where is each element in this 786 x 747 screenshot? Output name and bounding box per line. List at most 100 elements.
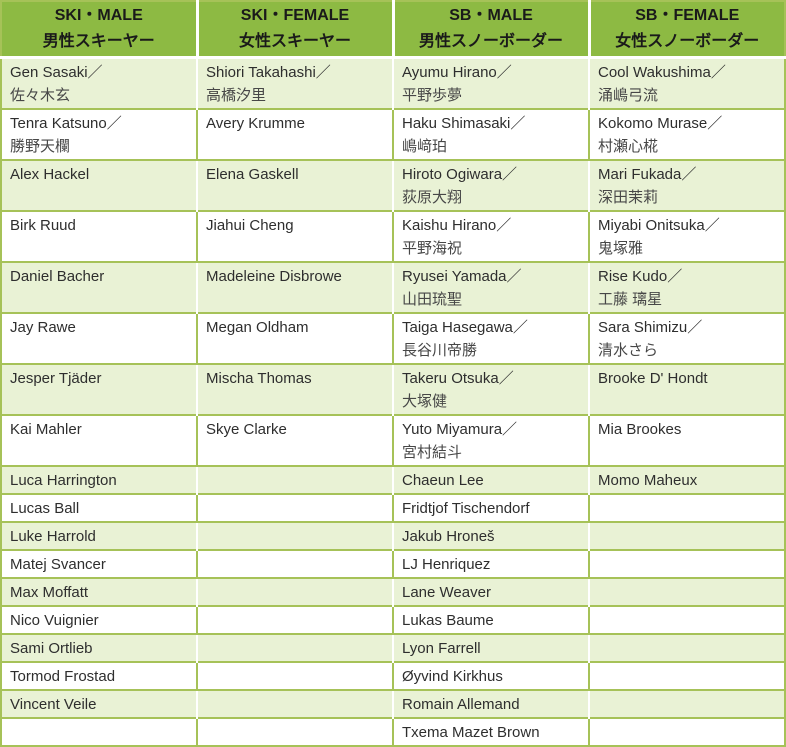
athlete-cell: Momo Maheux [588, 465, 785, 494]
athlete-cell: Kai Mahler [1, 414, 197, 466]
athlete-cell: Tenra Katsuno／ 勝野天欄 [1, 108, 197, 160]
athlete-cell: Jesper Tjäder [1, 363, 197, 415]
athlete-cell [196, 717, 393, 746]
athlete-cell: Jay Rawe [1, 312, 197, 364]
athlete-name-ja: 鬼塚雅 [598, 240, 644, 257]
athlete-name-en: Kai Mahler [10, 421, 82, 438]
athlete-name-ja: 清水さら [598, 342, 659, 359]
athlete-cell: Birk Ruud [1, 210, 197, 262]
athlete-name-en: Daniel Bacher [10, 268, 105, 285]
athlete-name-en: Shiori Takahashi／ [206, 64, 331, 81]
athlete-name-ja: 平野歩夢 [402, 87, 463, 104]
athlete-cell: Lucas Ball [1, 493, 197, 522]
athlete-name-en: Tormod Frostad [10, 668, 116, 685]
athlete-name-ja: 村瀬心椛 [598, 138, 659, 155]
athlete-name-ja: 嶋﨑珀 [402, 138, 448, 155]
athlete-cell: Jiahui Cheng [196, 210, 393, 262]
table-row: Kai Mahler Skye Clarke Yuto Miyamura／ 宮村結斗 M… [1, 414, 785, 466]
athlete-name-en: Miyabi Onitsuka／ [598, 217, 720, 234]
athlete-cell: Ryusei Yamada／ 山田琉聖 [392, 261, 589, 313]
athlete-cell [196, 605, 393, 634]
athlete-cell: Gen Sasaki／ 佐々木玄 [1, 56, 197, 109]
athlete-name-en: Hiroto Ogiwara／ [402, 166, 518, 183]
athlete-cell: Tormod Frostad [1, 661, 197, 690]
athlete-name-en: Lyon Farrell [402, 640, 481, 657]
athlete-name-ja: 宮村結斗 [402, 444, 463, 461]
athlete-cell: Hiroto Ogiwara／ 荻原大翔 [392, 159, 589, 211]
athlete-cell [196, 689, 393, 718]
athlete-name-en: Kaishu Hirano／ [402, 217, 512, 234]
table-row: Tormod Frostad Øyvind Kirkhus [1, 661, 785, 690]
athlete-cell: Max Moffatt [1, 577, 197, 606]
athlete-cell: Takeru Otsuka／ 大塚健 [392, 363, 589, 415]
athlete-name-en: Alex Hackel [10, 166, 90, 183]
athlete-cell: Luke Harrold [1, 521, 197, 550]
athlete-name-en: Kokomo Murase／ [598, 115, 723, 132]
athlete-cell: Ayumu Hirano／ 平野歩夢 [392, 56, 589, 109]
athlete-cell: Fridtjof Tischendorf [392, 493, 589, 522]
header-ja: 男性スキーヤー [42, 33, 155, 50]
athlete-name-ja: 高橋汐里 [206, 87, 267, 104]
athlete-cell: Matej Svancer [1, 549, 197, 578]
athlete-cell [588, 521, 785, 550]
athlete-cell: Vincent Veile [1, 689, 197, 718]
table-header: SKI・MALE 男性スキーヤー SKI・FEMALE 女性スキーヤー SB・M… [1, 1, 785, 59]
header-en: SB・FEMALE [635, 7, 740, 24]
athlete-name-en: Jiahui Cheng [206, 217, 294, 234]
athlete-name-en: Gen Sasaki／ [10, 64, 103, 81]
athlete-name-en: Avery Krumme [206, 115, 305, 132]
athlete-name-ja: 山田琉聖 [402, 291, 463, 308]
athlete-name-en: Tenra Katsuno／ [10, 115, 122, 132]
athlete-cell: Romain Allemand [392, 689, 589, 718]
athlete-name-en: Momo Maheux [598, 472, 698, 489]
athlete-cell: Lyon Farrell [392, 633, 589, 662]
athlete-cell: Rise Kudo／ 工藤 璃星 [588, 261, 785, 313]
athlete-cell [196, 465, 393, 494]
athlete-cell [588, 717, 785, 746]
athlete-cell: Lukas Baume [392, 605, 589, 634]
table-row: Jesper Tjäder Mischa Thomas Takeru Otsuka／… [1, 363, 785, 415]
athlete-name-ja: 荻原大翔 [402, 189, 463, 206]
athlete-cell: Chaeun Lee [392, 465, 589, 494]
athlete-cell: Miyabi Onitsuka／ 鬼塚雅 [588, 210, 785, 262]
athlete-name-en: Nico Vuignier [10, 612, 99, 629]
athlete-name-en: Ryusei Yamada／ [402, 268, 522, 285]
table-row: Tenra Katsuno／ 勝野天欄 Avery Krumme Haku Shima… [1, 108, 785, 160]
athlete-cell: Daniel Bacher [1, 261, 197, 313]
athlete-name-ja: 工藤 璃星 [598, 291, 663, 308]
athlete-cell: Haku Shimasaki／ 嶋﨑珀 [392, 108, 589, 160]
athlete-cell: Luca Harrington [1, 465, 197, 494]
athlete-name-ja: 涌嶋弓流 [598, 87, 659, 104]
athlete-cell: LJ Henriquez [392, 549, 589, 578]
table-row: Daniel Bacher Madeleine Disbrowe Ryusei Ya… [1, 261, 785, 313]
athlete-name-en: Jesper Tjäder [10, 370, 102, 387]
athlete-name-en: Fridtjof Tischendorf [402, 500, 530, 517]
athlete-name-en: Sami Ortlieb [10, 640, 93, 657]
athlete-cell: Megan Oldham [196, 312, 393, 364]
athlete-cell: Mischa Thomas [196, 363, 393, 415]
table-row: Luke Harrold Jakub Hroneš [1, 521, 785, 550]
athlete-cell: Taiga Hasegawa／ 長谷川帝勝 [392, 312, 589, 364]
athlete-cell: Mari Fukada／ 深田茉莉 [588, 159, 785, 211]
athlete-name-en: LJ Henriquez [402, 556, 491, 573]
athlete-cell [196, 633, 393, 662]
athlete-name-ja: 佐々木玄 [10, 87, 71, 104]
table-row: Matej Svancer LJ Henriquez [1, 549, 785, 578]
athlete-name-en: Chaeun Lee [402, 472, 484, 489]
athlete-name-en: Brooke D' Hondt [598, 370, 708, 387]
athlete-cell: Kaishu Hirano／ 平野海祝 [392, 210, 589, 262]
athlete-name-en: Mari Fukada／ [598, 166, 697, 183]
athlete-name-en: Jakub Hroneš [402, 528, 495, 545]
athlete-cell [588, 661, 785, 690]
athlete-name-en: Lukas Baume [402, 612, 494, 629]
athlete-cell: Avery Krumme [196, 108, 393, 160]
athlete-cell [196, 493, 393, 522]
athlete-name-en: Lane Weaver [402, 584, 491, 601]
athlete-name-en: Yuto Miyamura／ [402, 421, 518, 438]
athlete-name-en: Madeleine Disbrowe [206, 268, 342, 285]
athlete-cell [1, 717, 197, 746]
athlete-cell [588, 493, 785, 522]
athlete-name-en: Haku Shimasaki／ [402, 115, 526, 132]
athlete-name-en: Ayumu Hirano／ [402, 64, 512, 81]
